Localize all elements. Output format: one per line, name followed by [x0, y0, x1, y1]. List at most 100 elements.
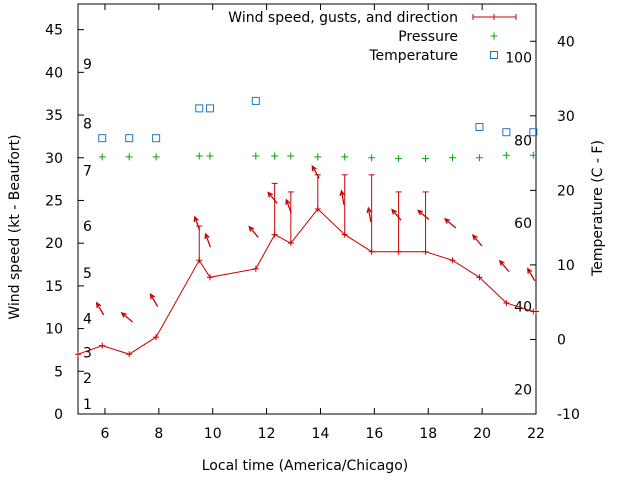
plot-frame [77, 3, 537, 415]
x-tick-label-8: 22 [527, 426, 545, 442]
y2-tick-label-0: -10 [557, 407, 580, 423]
pressure-point-1 [125, 153, 133, 161]
beaufort-label-5: 6 [83, 219, 92, 235]
wind-point-6 [252, 265, 259, 272]
y-tick-label-7: 35 [45, 108, 63, 124]
x-tick-label-4: 14 [312, 426, 330, 442]
x-tick-label-0: 6 [100, 426, 109, 442]
pressure-point-16 [529, 151, 537, 159]
legend-label-temperature: Temperature [368, 48, 458, 64]
wind-direction-arrows [95, 164, 536, 323]
beaufort-label-7: 8 [83, 117, 92, 133]
wind-point-1 [99, 342, 106, 349]
wind-direction-arrow-3 [149, 293, 159, 307]
y2-tick-label-1: 0 [557, 332, 566, 348]
pressure-point-10 [368, 154, 376, 162]
wind-direction-arrow-11 [366, 206, 372, 223]
wind-point-3 [153, 334, 160, 341]
pressure-point-15 [502, 151, 510, 159]
pressure-point-8 [314, 153, 322, 161]
y-axis-label: Wind speed (kt - Beaufort) [7, 134, 23, 319]
wind-direction-arrow-8 [285, 198, 292, 214]
temperature-point-3 [195, 104, 204, 113]
beaufort-label-1: 2 [83, 371, 92, 387]
y2-tick-label-5: 40 [557, 34, 575, 50]
y2-tick-label-4: 30 [557, 109, 575, 125]
temperature-point-4 [206, 104, 215, 113]
legend: Wind speed, gusts, and direction Pressure… [228, 10, 517, 64]
y2-axis-label: Temperature (C - F) [590, 140, 606, 277]
x-tick-label-6: 18 [419, 426, 437, 442]
wind-direction-arrow-13 [417, 209, 430, 220]
beaufort-label-0: 1 [83, 397, 92, 413]
beaufort-label-2: 3 [83, 346, 92, 362]
temperature-point-8 [529, 128, 538, 137]
wind-direction-arrow-1 [95, 301, 105, 316]
beaufort-label-8: 9 [83, 57, 92, 73]
wind-direction-arrow-17 [527, 267, 536, 282]
fahrenheit-label-2: 60 [514, 216, 532, 232]
x-tick-label-7: 20 [473, 426, 491, 442]
temperature-point-5 [251, 96, 260, 105]
beaufort-label-3: 4 [83, 311, 92, 327]
legend-sample-temperature [490, 51, 498, 59]
wind-direction-arrow-12 [391, 208, 402, 221]
x-tick-label-3: 12 [258, 426, 276, 442]
x-tick-label-5: 16 [365, 426, 383, 442]
pressure-point-14 [475, 154, 483, 162]
x-tick-label-1: 8 [154, 426, 163, 442]
axes: 6 8 10 12 14 16 18 20 22051015202530354045-10010… [45, 4, 580, 442]
pressure-point-12 [422, 155, 430, 163]
y2-tick-label-3: 20 [557, 183, 575, 199]
temperature-point-1 [125, 134, 134, 143]
legend-label-pressure: Pressure [398, 29, 458, 45]
wind-point-16 [503, 299, 510, 306]
wind-point-15 [476, 274, 483, 281]
fahrenheit-label-3: 80 [514, 133, 532, 149]
pressure-point-13 [448, 154, 456, 162]
wind-point-0 [75, 351, 81, 358]
wind-direction-arrow-7 [267, 191, 278, 204]
pressure-point-3 [195, 152, 203, 160]
wind-direction-arrow-4 [193, 215, 201, 231]
y-tick-label-6: 30 [45, 151, 63, 167]
wind-line [77, 208, 536, 355]
fahrenheit-label-0: 20 [514, 382, 532, 398]
pressure-point-7 [287, 152, 295, 160]
y-tick-label-5: 25 [45, 193, 63, 209]
pressure-point-2 [152, 153, 160, 161]
fahrenheit-labels: 20 40 60 80 100 [505, 51, 532, 399]
temperature-series [98, 96, 538, 143]
wind-direction-arrow-6 [248, 225, 259, 238]
y-tick-label-4: 20 [45, 236, 63, 252]
wind-direction-arrow-9 [311, 164, 320, 179]
wind-direction-arrow-10 [339, 189, 345, 205]
pressure-point-11 [395, 155, 403, 163]
x-axis-label: Local time (America/Chicago) [202, 458, 408, 474]
wind-direction-arrow-16 [498, 259, 510, 273]
pressure-point-5 [252, 152, 260, 160]
temperature-point-2 [152, 134, 161, 143]
wind-direction-arrow-2 [120, 312, 134, 323]
y-tick-label-3: 15 [45, 279, 63, 295]
y2-tick-label-2: 10 [557, 258, 575, 274]
legend-label-wind: Wind speed, gusts, and direction [228, 10, 458, 26]
beaufort-label-6: 7 [83, 164, 92, 180]
beaufort-label-4: 5 [83, 266, 92, 282]
wind-point-5 [207, 274, 214, 281]
y-tick-label-9: 45 [45, 23, 63, 39]
y-tick-label-8: 40 [45, 65, 63, 81]
temperature-point-0 [98, 134, 107, 143]
pressure-series [98, 151, 537, 163]
x-tick-label-2: 10 [204, 426, 222, 442]
pressure-point-9 [341, 153, 349, 161]
wind-point-2 [126, 351, 133, 358]
temperature-point-6 [475, 123, 484, 131]
wind-direction-arrow-15 [471, 234, 483, 247]
legend-sample-pressure [490, 32, 498, 40]
y-tick-label-2: 10 [45, 322, 63, 338]
wind-direction-arrow-14 [443, 218, 457, 229]
wind-direction-arrow-5 [204, 232, 212, 248]
y-tick-label-0: 0 [54, 407, 63, 423]
